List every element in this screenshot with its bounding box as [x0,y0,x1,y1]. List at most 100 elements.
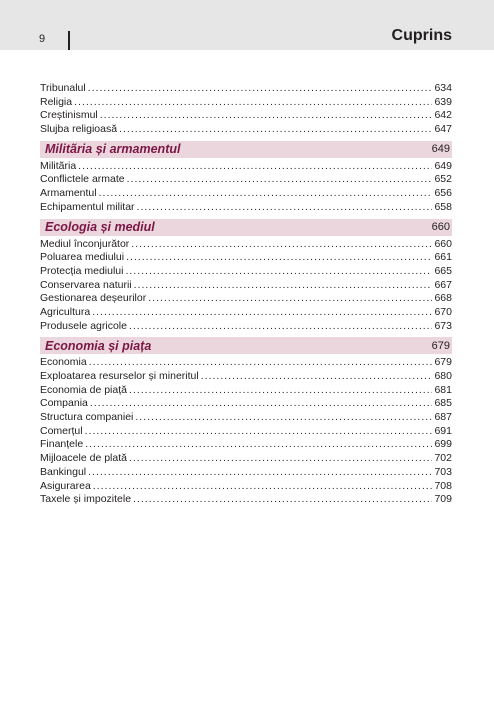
toc-entry-page: 708 [434,479,452,492]
toc-entry-title: Structura companiei [40,411,134,424]
toc-entry-title: Produsele agricole [40,319,127,332]
toc-entry-title: Economia [40,356,87,369]
toc-entry-page: 702 [434,452,452,465]
toc-entry[interactable]: Creștinismul 642 [40,109,452,123]
toc-entry[interactable]: Compania 685 [40,397,452,411]
toc-entry[interactable]: Mijloacele de plată 702 [40,452,452,466]
toc-entry-page: 685 [434,397,452,410]
section-title: Economia și piața [45,338,152,353]
section-page: 649 [431,143,450,156]
dot-leader [127,173,433,187]
toc-entry-title: Religia [40,95,73,108]
toc-entry[interactable]: Economia 679 [40,356,452,370]
table-of-contents: Tribunalul 634 Religia 639 Creștinismul … [40,82,452,507]
toc-entry[interactable]: Comerțul 691 [40,425,452,439]
toc-entry-page: 652 [434,173,452,186]
toc-entry[interactable]: Structura companiei 687 [40,411,452,425]
dot-leader [85,438,432,452]
toc-entry-title: Echipamentul militar [40,200,135,213]
toc-entry-title: Armamentul [40,187,97,200]
toc-entry[interactable]: Religia 639 [40,96,452,110]
dot-leader [129,384,432,398]
toc-entry[interactable]: Poluarea mediului 661 [40,251,452,265]
toc-section-heading[interactable]: Economia și piața 679 [40,337,452,355]
toc-section-heading[interactable]: Ecologia și mediul 660 [40,218,452,236]
toc-entry-title: Poluarea mediului [40,251,125,264]
dot-leader [78,160,432,174]
toc-entry-page: 680 [434,370,452,382]
dot-leader [201,370,433,384]
dot-leader [137,201,433,215]
toc-entry-title: Conservarea naturii [40,278,132,291]
toc-entry-title: Mediul înconjurător [40,237,130,250]
toc-entry-title: Agricultura [40,305,91,318]
dot-leader [131,238,432,252]
toc-entry[interactable]: Echipamentul militar 658 [40,201,452,215]
dot-leader [90,397,433,411]
toc-entry-page: 668 [434,292,452,305]
toc-entry[interactable]: Tribunalul 634 [40,82,452,96]
toc-entry-title: Bankingul [40,465,87,478]
toc-entry-page: 660 [434,237,452,250]
toc-entry-page: 673 [434,319,452,332]
dot-leader [135,411,432,425]
dot-leader [89,356,433,370]
toc-entry[interactable]: Conflictele armate 652 [40,173,452,187]
toc-entry-page: 687 [434,411,452,424]
toc-entry[interactable]: Gestionarea deșeurilor 668 [40,292,452,306]
toc-entry-page: 681 [434,383,452,396]
toc-entry[interactable]: Conservarea naturii 667 [40,279,452,293]
toc-entry-title: Slujba religioasă [40,123,118,136]
section-title: Ecologia și mediul [45,220,155,234]
toc-entry[interactable]: Mediul înconjurător 660 [40,238,452,252]
dot-leader [126,251,432,265]
toc-entry[interactable]: Taxele și impozitele 709 [40,493,452,507]
toc-entry-page: 656 [434,187,452,200]
dot-leader [129,452,433,466]
dot-leader [99,187,433,201]
toc-entry-title: Protecția mediului [40,264,124,277]
toc-entry-page: 639 [434,95,452,108]
dot-leader [134,279,433,293]
toc-entry[interactable]: Slujba religioasă 647 [40,123,452,137]
dot-leader [129,320,433,334]
toc-entry-page: 667 [434,278,452,291]
toc-entry[interactable]: Economia de piață 681 [40,384,452,398]
toc-entry-page: 699 [434,438,452,451]
toc-entry[interactable]: Finanțele 699 [40,438,452,452]
toc-entry[interactable]: Exploatarea resurselor și mineritul 680 [40,370,452,384]
dot-leader [88,82,433,96]
toc-entry-title: Finanțele [40,438,84,451]
toc-entry-title: Exploatarea resurselor și mineritul [40,370,199,382]
toc-entry-title: Economia de piață [40,383,127,396]
toc-entry-page: 709 [434,493,452,506]
dot-leader [133,493,432,507]
toc-entry-page: 670 [434,305,452,318]
toc-entry-page: 665 [434,264,452,277]
dot-leader [100,109,433,123]
toc-entry[interactable]: Agricultura 670 [40,306,452,320]
toc-section-heading[interactable]: Militãria și armamentul 649 [40,140,452,158]
section-page: 660 [431,221,450,233]
toc-entry[interactable]: Bankingul 703 [40,466,452,480]
toc-entry-title: Taxele și impozitele [40,493,132,506]
toc-entry-title: Compania [40,397,88,410]
dot-leader [125,265,432,279]
toc-entry-title: Comerțul [40,424,83,437]
toc-entry-title: Creștinismul [40,109,98,122]
dot-leader [88,466,432,480]
toc-entry-title: Conflictele armate [40,173,125,186]
toc-entry[interactable]: Militãria 649 [40,160,452,174]
dot-leader [85,425,433,439]
toc-entry[interactable]: Produsele agricole 673 [40,320,452,334]
toc-entry[interactable]: Asigurarea 708 [40,480,452,494]
section-page: 679 [431,339,450,352]
dot-leader [74,96,432,110]
toc-entry-title: Gestionarea deșeurilor [40,292,147,305]
toc-entry-page: 642 [434,109,452,122]
toc-entry[interactable]: Armamentul 656 [40,187,452,201]
toc-entry[interactable]: Protecția mediului 665 [40,265,452,279]
toc-entry-page: 703 [434,465,452,478]
toc-entry-page: 647 [434,123,452,136]
toc-entry-page: 691 [434,424,452,437]
